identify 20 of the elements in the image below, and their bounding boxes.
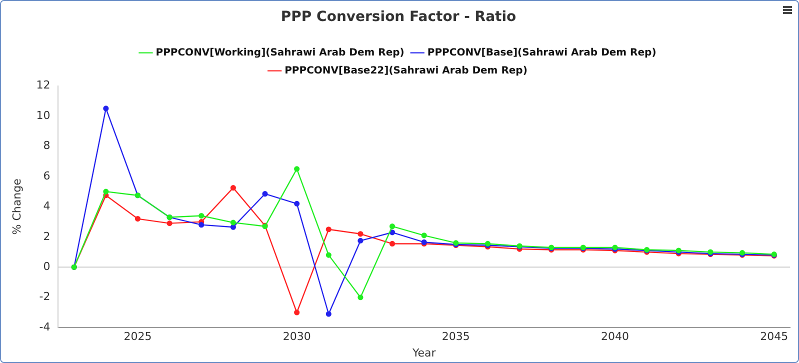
y-tick-label: -4 — [39, 320, 50, 334]
y-tick-label: 8 — [43, 139, 50, 152]
x-tick-label: 2030 — [282, 330, 311, 344]
y-tick-label: 2 — [43, 230, 50, 243]
y-tick-label: -2 — [39, 290, 50, 304]
y-axis-title: % Change — [10, 178, 24, 235]
y-tick-label: 6 — [43, 169, 50, 182]
x-tick-label: 2045 — [760, 330, 788, 344]
legend-label: PPPCONV[Base](Sahrawi Arab Dem Rep) — [427, 47, 656, 58]
legend-label: PPPCONV[Working](Sahrawi Arab Dem Rep) — [156, 47, 404, 58]
x-axis-title: Year — [411, 346, 436, 360]
y-tick-label: 10 — [36, 108, 50, 122]
y-tick-label: 4 — [43, 200, 50, 213]
x-tick-label: 2035 — [442, 330, 470, 344]
y-tick-label: 12 — [36, 78, 50, 92]
legend-label: PPPCONV[Base22](Sahrawi Arab Dem Rep) — [284, 65, 528, 76]
x-tick-label: 2025 — [124, 330, 152, 344]
chart-title: PPP Conversion Factor - Ratio — [280, 9, 516, 26]
y-tick-label: 0 — [43, 260, 50, 274]
x-tick-label: 2040 — [601, 330, 630, 344]
